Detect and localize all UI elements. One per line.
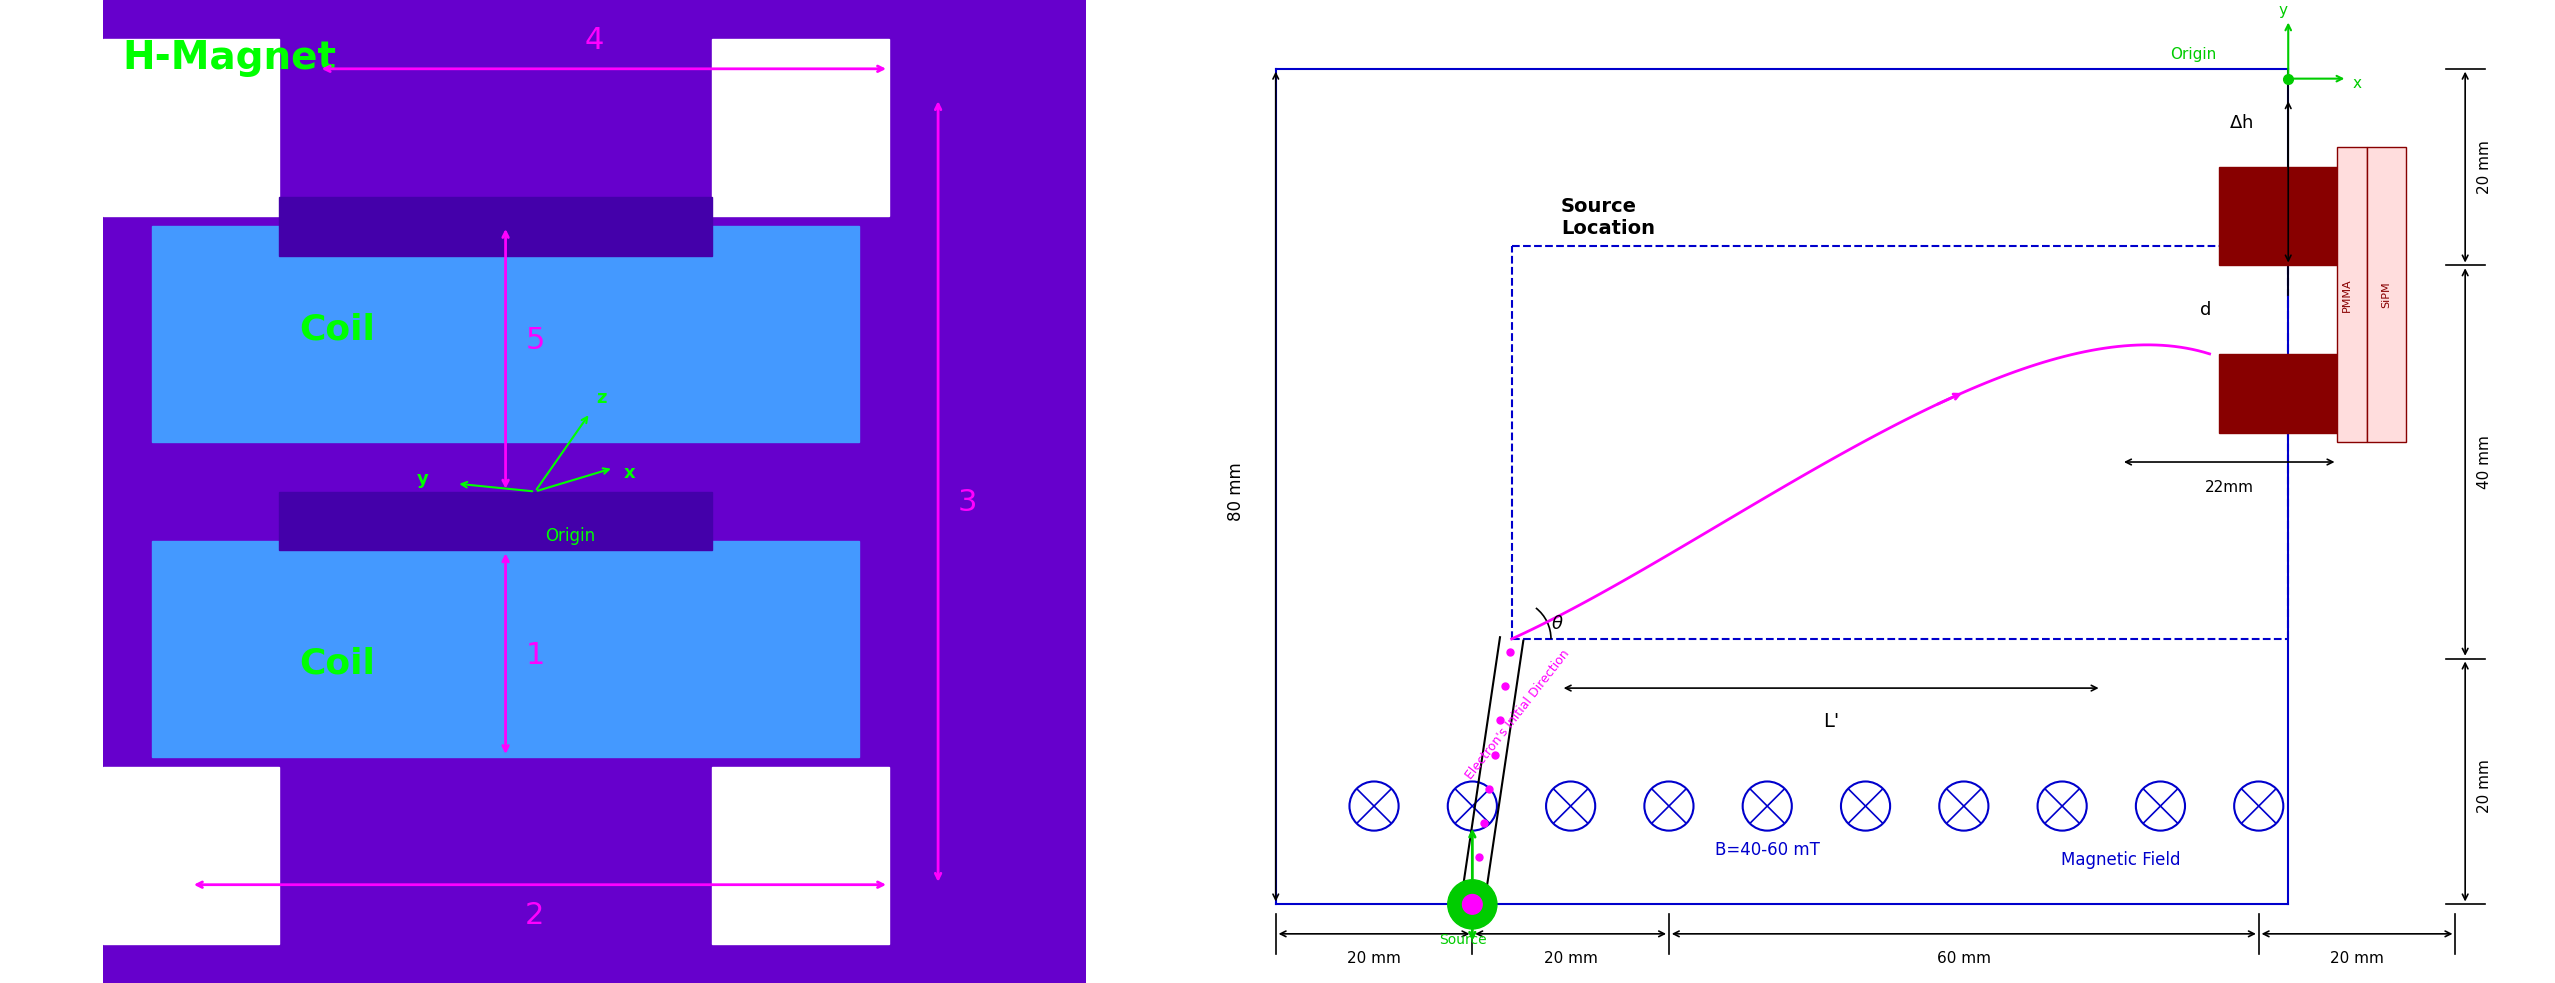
Text: 20 mm: 20 mm [2330, 952, 2384, 966]
Circle shape [2036, 781, 2087, 831]
Circle shape [1743, 781, 1791, 831]
Bar [102, 39, 278, 216]
Bar [713, 767, 889, 944]
Circle shape [1449, 781, 1497, 831]
Circle shape [1546, 781, 1594, 831]
Text: 1: 1 [526, 641, 544, 669]
Text: Magnetic Field: Magnetic Field [2062, 851, 2182, 869]
Text: 20 mm: 20 mm [1346, 952, 1400, 966]
Bar [278, 492, 713, 550]
Bar [2366, 147, 2407, 442]
Text: x: x [623, 464, 636, 482]
Circle shape [1939, 781, 1988, 831]
Text: Collimator: Collimator [2225, 383, 2292, 396]
Circle shape [2136, 781, 2185, 831]
Text: 80 mm: 80 mm [1226, 462, 1244, 521]
Circle shape [1349, 781, 1398, 831]
Text: 20 mm: 20 mm [1543, 952, 1597, 966]
Text: 4: 4 [585, 27, 603, 55]
Bar [102, 767, 278, 944]
Text: 2: 2 [526, 901, 544, 930]
Text: Coil: Coil [299, 647, 376, 680]
Bar [713, 39, 889, 216]
Bar [278, 197, 713, 256]
Text: Origin: Origin [2169, 47, 2218, 62]
Text: 40 mm: 40 mm [2478, 435, 2491, 489]
Text: y: y [416, 470, 429, 488]
Text: 3: 3 [958, 489, 976, 517]
Bar [2220, 354, 2338, 433]
Bar [2338, 147, 2366, 442]
Text: 5: 5 [526, 326, 544, 355]
Text: H-Magnet: H-Magnet [123, 38, 337, 77]
Text: x: x [2353, 77, 2361, 91]
Text: Origin: Origin [544, 527, 595, 545]
Text: PMMA: PMMA [2343, 278, 2353, 312]
Circle shape [2233, 781, 2284, 831]
Text: 60 mm: 60 mm [1937, 952, 1990, 966]
Text: Coil: Coil [299, 313, 376, 346]
Text: B=40-60 mT: B=40-60 mT [1714, 841, 1819, 859]
Bar [2220, 167, 2338, 265]
Text: $\Delta$h: $\Delta$h [2231, 114, 2254, 132]
Text: 22mm: 22mm [2205, 480, 2254, 494]
Text: Source: Source [1438, 933, 1487, 947]
Text: L': L' [1824, 713, 1840, 731]
Text: 20 mm: 20 mm [2478, 141, 2491, 194]
Bar [151, 226, 858, 442]
Text: d: d [2200, 301, 2210, 318]
Bar [151, 541, 858, 757]
Circle shape [1449, 880, 1497, 929]
Text: 20 mm: 20 mm [2478, 760, 2491, 813]
Text: SiPM: SiPM [2381, 281, 2391, 309]
Circle shape [1842, 781, 1891, 831]
Text: Source
Location: Source Location [1561, 197, 1656, 238]
Text: $\theta$: $\theta$ [1551, 615, 1564, 633]
Circle shape [1461, 895, 1482, 914]
Text: Electron's Initial Direction: Electron's Initial Direction [1464, 647, 1571, 781]
Text: y: y [2279, 3, 2287, 18]
Circle shape [1645, 781, 1694, 831]
Text: z: z [595, 389, 606, 407]
